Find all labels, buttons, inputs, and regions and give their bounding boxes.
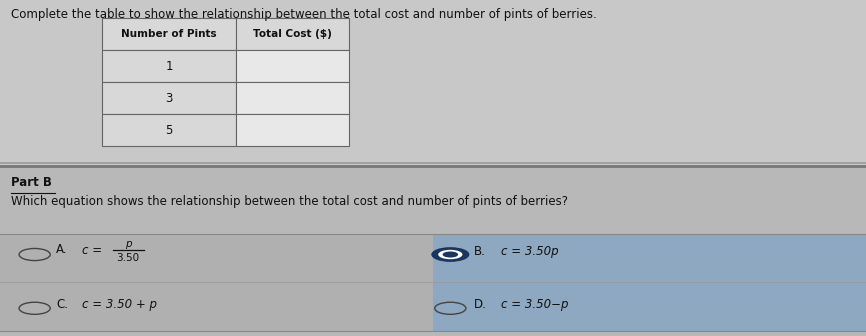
Bar [0, 0, 866, 166]
Circle shape [431, 247, 469, 262]
Circle shape [438, 250, 462, 259]
Bar [433, 234, 866, 331]
Text: D.: D. [474, 298, 487, 311]
Text: Total Cost ($): Total Cost ($) [253, 30, 333, 39]
Bar [236, 50, 349, 82]
Text: A.: A. [56, 243, 68, 256]
Bar [102, 18, 236, 50]
Bar [236, 82, 349, 114]
Bar [0, 166, 866, 336]
Text: Which equation shows the relationship between the total cost and number of pints: Which equation shows the relationship be… [11, 195, 568, 208]
Bar [102, 50, 236, 82]
Text: c =: c = [82, 244, 102, 257]
Bar [0, 234, 866, 331]
Bar [102, 114, 236, 146]
Bar [236, 18, 349, 50]
Text: 3: 3 [165, 92, 173, 105]
Text: p: p [125, 240, 132, 249]
Text: C.: C. [56, 298, 68, 311]
Bar [102, 82, 236, 114]
Text: c = 3.50−p: c = 3.50−p [501, 298, 568, 311]
Text: 3.50: 3.50 [117, 253, 139, 263]
Text: 1: 1 [165, 60, 173, 73]
Circle shape [443, 251, 458, 257]
Text: Number of Pints: Number of Pints [121, 30, 217, 39]
Bar [236, 114, 349, 146]
Text: Part B: Part B [11, 176, 52, 190]
Text: c = 3.50 + p: c = 3.50 + p [82, 298, 158, 311]
Text: B.: B. [474, 245, 486, 258]
Text: c = 3.50p: c = 3.50p [501, 245, 559, 258]
Text: Complete the table to show the relationship between the total cost and number of: Complete the table to show the relations… [11, 8, 597, 22]
Text: 5: 5 [165, 124, 173, 137]
